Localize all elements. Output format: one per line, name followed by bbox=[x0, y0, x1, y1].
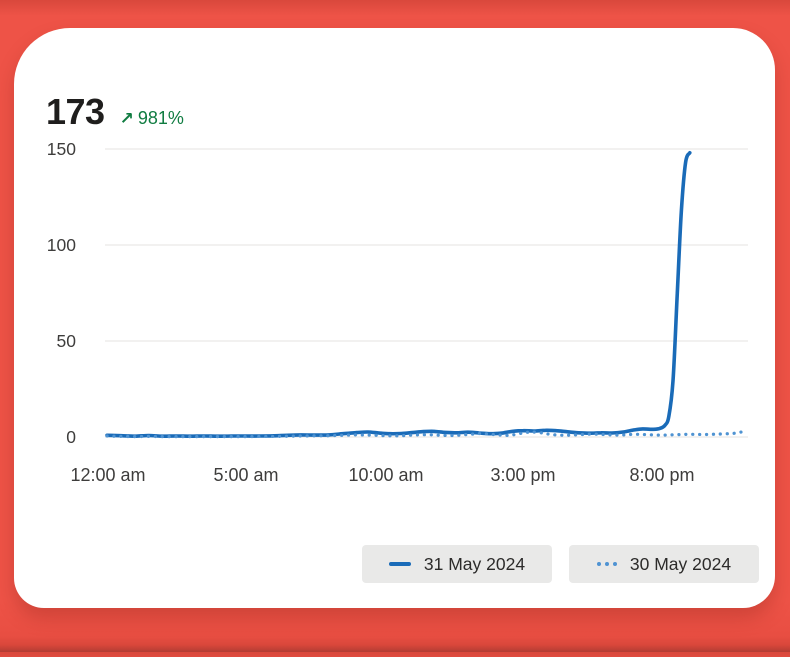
legend-label: 31 May 2024 bbox=[423, 553, 526, 574]
legend-label: 30 May 2024 bbox=[629, 553, 732, 574]
metric-card: 173 ↗ 981% 31 May 2024 30 May 2024 bbox=[14, 28, 775, 608]
trend-up-arrow-icon: ↗ bbox=[119, 108, 134, 128]
legend-item-31-may-2024[interactable]: 31 May 2024 bbox=[362, 545, 552, 583]
metric-delta: ↗ 981% bbox=[120, 109, 184, 127]
delta-percentage: 981% bbox=[137, 108, 184, 128]
chart-legend: 31 May 2024 30 May 2024 bbox=[14, 545, 790, 583]
legend-item-30-may-2024[interactable]: 30 May 2024 bbox=[569, 545, 759, 583]
legend-marker-solid-line-icon bbox=[388, 562, 411, 566]
legend-marker-dotted-line-icon bbox=[596, 562, 617, 566]
metric-header: 173 ↗ 981% bbox=[46, 94, 184, 130]
metric-value: 173 bbox=[46, 91, 105, 132]
